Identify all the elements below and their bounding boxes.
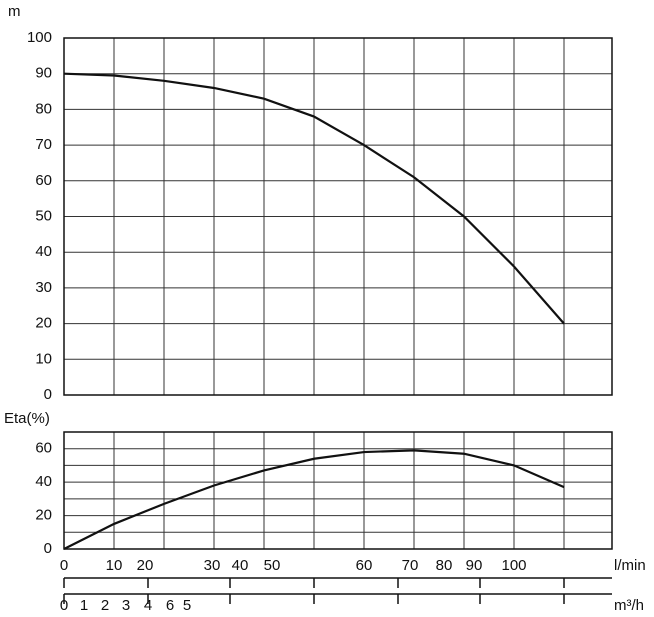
x-tick-label: 100 [501, 557, 526, 574]
x-tick-label: 2 [101, 597, 109, 614]
x-tick-label: 0 [60, 597, 68, 614]
x-tick-label: 40 [232, 557, 249, 574]
y-tick-label: 40 [35, 473, 52, 490]
x-axis-unit: m³/h [614, 597, 644, 614]
y-tick-label: 40 [35, 243, 52, 260]
x-axis-unit: l/min [614, 557, 646, 574]
y-tick-label: 0 [44, 540, 52, 557]
y-axis-label: Eta(%) [4, 410, 50, 427]
curve [63, 72, 565, 325]
x-tick-label: 6 [166, 597, 174, 614]
x-tick-label: 3 [122, 597, 130, 614]
x-tick-label: 0 [60, 557, 68, 574]
y-axis-label: m [8, 3, 21, 20]
y-tick-label: 100 [27, 29, 52, 46]
y-tick-label: 70 [35, 136, 52, 153]
y-tick-label: 10 [35, 350, 52, 367]
x-tick-label: 1 [80, 597, 88, 614]
x-tick-label: 4 [144, 597, 152, 614]
y-tick-label: 20 [35, 315, 52, 332]
y-tick-label: 60 [35, 172, 52, 189]
plot-frame [63, 431, 613, 550]
x-tick-label: 10 [106, 557, 123, 574]
y-tick-label: 90 [35, 65, 52, 82]
x-tick-label: 50 [264, 557, 281, 574]
y-tick-label: 30 [35, 279, 52, 296]
plot-frame [63, 37, 613, 396]
y-tick-label: 0 [44, 386, 52, 403]
x-tick-label: 60 [356, 557, 373, 574]
x-tick-label: 80 [436, 557, 453, 574]
x-tick-label: 30 [204, 557, 221, 574]
x-tick-label: 20 [137, 557, 154, 574]
y-tick-label: 80 [35, 100, 52, 117]
y-tick-label: 20 [35, 507, 52, 524]
curve [63, 449, 565, 550]
y-tick-label: 60 [35, 440, 52, 457]
x-tick-label: 90 [466, 557, 483, 574]
x-tick-label: 5 [183, 597, 191, 614]
x-tick-label: 70 [402, 557, 419, 574]
y-tick-label: 50 [35, 207, 52, 224]
